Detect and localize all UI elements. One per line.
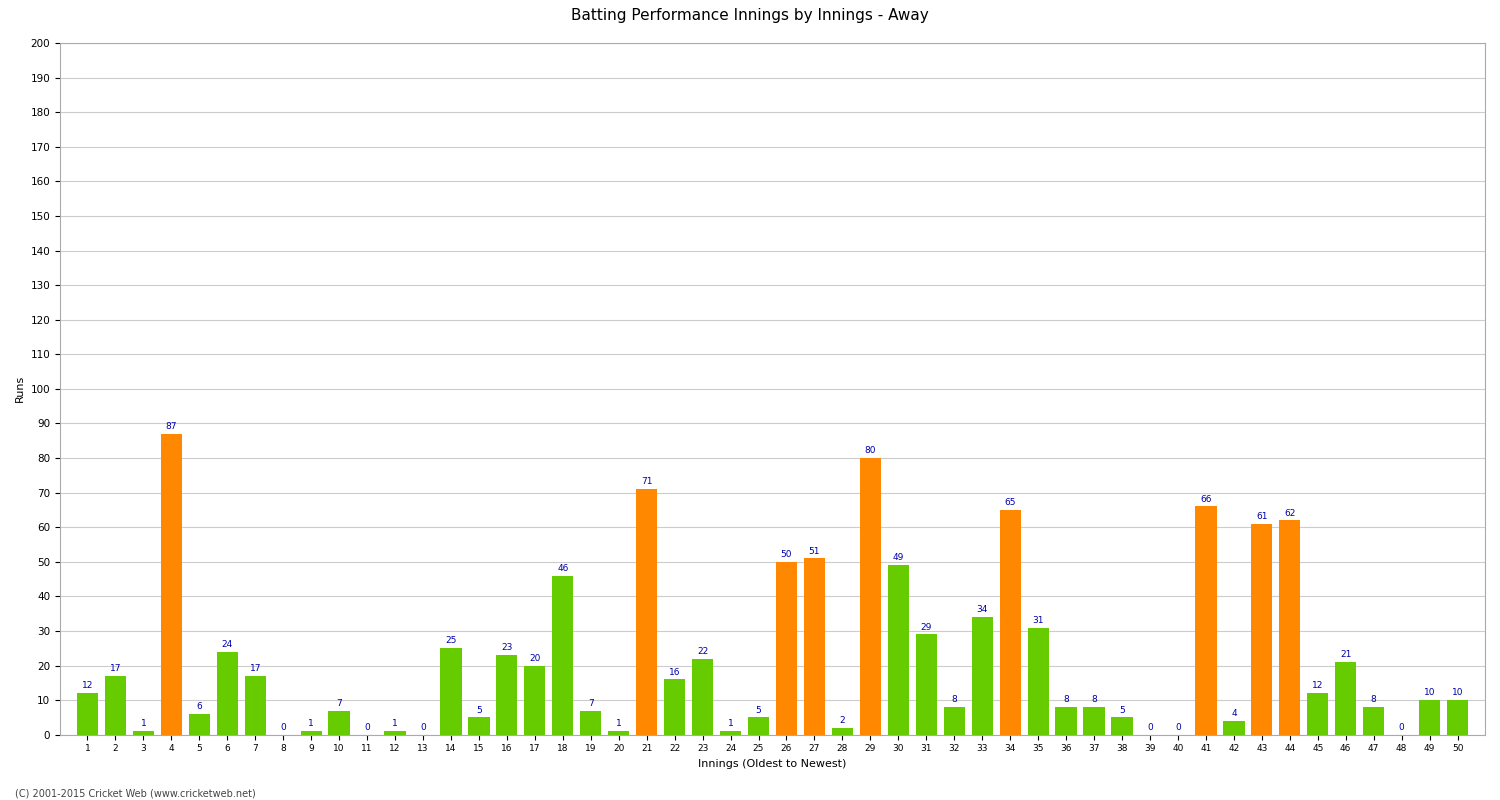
Text: 24: 24 [222, 640, 232, 649]
Bar [776, 562, 796, 734]
Bar [692, 658, 712, 734]
Text: 65: 65 [1005, 498, 1016, 507]
Bar [859, 458, 880, 734]
Bar [216, 652, 238, 734]
Bar [496, 655, 517, 734]
Text: 80: 80 [864, 446, 876, 455]
Text: 61: 61 [1256, 512, 1268, 521]
Text: (C) 2001-2015 Cricket Web (www.cricketweb.net): (C) 2001-2015 Cricket Web (www.cricketwe… [15, 788, 255, 798]
Bar [1364, 707, 1384, 734]
Bar [608, 731, 630, 734]
Text: 50: 50 [780, 550, 792, 559]
Bar [76, 694, 98, 734]
Bar [999, 510, 1022, 734]
Text: 21: 21 [1340, 650, 1352, 659]
Text: 62: 62 [1284, 509, 1296, 518]
Bar [748, 718, 770, 734]
Text: 66: 66 [1200, 494, 1212, 504]
Text: 6: 6 [196, 702, 202, 711]
Text: 49: 49 [892, 554, 904, 562]
Text: 12: 12 [1312, 682, 1323, 690]
Text: 1: 1 [309, 719, 314, 729]
Text: 34: 34 [976, 606, 988, 614]
Bar [1251, 524, 1272, 734]
Text: 51: 51 [808, 546, 820, 555]
Text: 1: 1 [392, 719, 398, 729]
Text: 0: 0 [420, 723, 426, 732]
Bar [580, 710, 602, 734]
Text: 31: 31 [1032, 616, 1044, 625]
Bar [441, 648, 462, 734]
Bar [720, 731, 741, 734]
Bar [300, 731, 322, 734]
Text: 71: 71 [640, 478, 652, 486]
Bar [1083, 707, 1104, 734]
Bar [328, 710, 350, 734]
Bar [1112, 718, 1132, 734]
Text: 4: 4 [1232, 709, 1236, 718]
Text: 10: 10 [1424, 688, 1436, 698]
Text: 1: 1 [141, 719, 146, 729]
Text: 7: 7 [336, 698, 342, 708]
Bar [1224, 721, 1245, 734]
Bar [915, 634, 938, 734]
Text: 8: 8 [951, 695, 957, 704]
Text: 0: 0 [1174, 723, 1180, 732]
Text: 10: 10 [1452, 688, 1464, 698]
X-axis label: Innings (Oldest to Newest): Innings (Oldest to Newest) [699, 759, 846, 769]
Text: 8: 8 [1090, 695, 1096, 704]
Text: 22: 22 [698, 647, 708, 656]
Bar [636, 489, 657, 734]
Text: Batting Performance Innings by Innings - Away: Batting Performance Innings by Innings -… [572, 8, 928, 23]
Bar [384, 731, 405, 734]
Bar [160, 434, 182, 734]
Bar [1419, 700, 1440, 734]
Text: 16: 16 [669, 668, 681, 677]
Text: 17: 17 [110, 664, 122, 673]
Text: 12: 12 [81, 682, 93, 690]
Bar [105, 676, 126, 734]
Bar [1056, 707, 1077, 734]
Bar [552, 576, 573, 734]
Text: 23: 23 [501, 643, 513, 653]
Text: 5: 5 [1119, 706, 1125, 714]
Text: 8: 8 [1064, 695, 1070, 704]
Bar [944, 707, 964, 734]
Text: 87: 87 [165, 422, 177, 431]
Bar [1280, 520, 1300, 734]
Bar [664, 679, 686, 734]
Text: 0: 0 [280, 723, 286, 732]
Text: 5: 5 [476, 706, 482, 714]
Y-axis label: Runs: Runs [15, 375, 26, 402]
Bar [1196, 506, 1216, 734]
Bar [244, 676, 266, 734]
Bar [888, 566, 909, 734]
Text: 1: 1 [728, 719, 734, 729]
Bar [468, 718, 489, 734]
Text: 20: 20 [530, 654, 540, 662]
Text: 29: 29 [921, 622, 932, 632]
Bar [1335, 662, 1356, 734]
Text: 5: 5 [756, 706, 762, 714]
Text: 0: 0 [364, 723, 370, 732]
Text: 8: 8 [1371, 695, 1377, 704]
Bar [132, 731, 154, 734]
Bar [1448, 700, 1468, 734]
Text: 2: 2 [840, 716, 844, 725]
Bar [524, 666, 546, 734]
Text: 7: 7 [588, 698, 594, 708]
Bar [833, 728, 854, 734]
Bar [1028, 627, 1048, 734]
Text: 1: 1 [616, 719, 621, 729]
Text: 46: 46 [556, 564, 568, 573]
Bar [804, 558, 825, 734]
Text: 25: 25 [446, 637, 456, 646]
Text: 0: 0 [1400, 723, 1404, 732]
Text: 0: 0 [1148, 723, 1154, 732]
Bar [1306, 694, 1329, 734]
Bar [189, 714, 210, 734]
Bar [972, 617, 993, 734]
Text: 17: 17 [249, 664, 261, 673]
